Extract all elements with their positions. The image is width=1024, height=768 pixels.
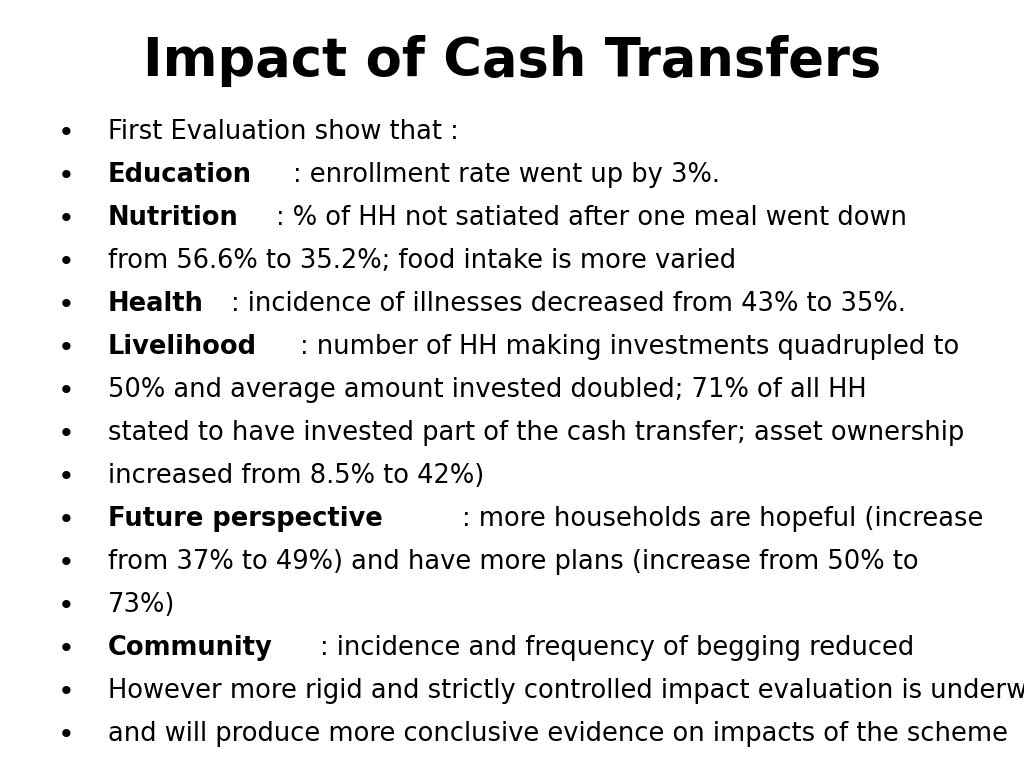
Text: from 56.6% to 35.2%; food intake is more varied: from 56.6% to 35.2%; food intake is more… xyxy=(108,248,735,274)
Text: •: • xyxy=(58,205,75,233)
Text: •: • xyxy=(58,420,75,448)
Text: •: • xyxy=(58,721,75,749)
Text: : incidence and frequency of begging reduced: : incidence and frequency of begging red… xyxy=(321,635,914,661)
Text: •: • xyxy=(58,291,75,319)
Text: Nutrition: Nutrition xyxy=(108,205,239,231)
Text: : number of HH making investments quadrupled to: : number of HH making investments quadru… xyxy=(300,334,959,360)
Text: Community: Community xyxy=(108,635,272,661)
Text: •: • xyxy=(58,506,75,534)
Text: increased from 8.5% to 42%): increased from 8.5% to 42%) xyxy=(108,463,483,489)
Text: : % of HH not satiated after one meal went down: : % of HH not satiated after one meal we… xyxy=(276,205,907,231)
Text: •: • xyxy=(58,377,75,405)
Text: 73%): 73%) xyxy=(108,592,175,618)
Text: : more households are hopeful (increase: : more households are hopeful (increase xyxy=(462,506,983,532)
Text: stated to have invested part of the cash transfer; asset ownership: stated to have invested part of the cash… xyxy=(108,420,964,446)
Text: : incidence of illnesses decreased from 43% to 35%.: : incidence of illnesses decreased from … xyxy=(231,291,906,317)
Text: from 37% to 49%) and have more plans (increase from 50% to: from 37% to 49%) and have more plans (in… xyxy=(108,549,919,575)
Text: and will produce more conclusive evidence on impacts of the scheme: and will produce more conclusive evidenc… xyxy=(108,721,1008,747)
Text: •: • xyxy=(58,162,75,190)
Text: •: • xyxy=(58,334,75,362)
Text: •: • xyxy=(58,635,75,663)
Text: Education: Education xyxy=(108,162,252,188)
Text: •: • xyxy=(58,119,75,147)
Text: Health: Health xyxy=(108,291,204,317)
Text: Livelihood: Livelihood xyxy=(108,334,257,360)
Text: First Evaluation show that :: First Evaluation show that : xyxy=(108,119,459,145)
Text: Future perspective: Future perspective xyxy=(108,506,382,532)
Text: •: • xyxy=(58,248,75,276)
Text: However more rigid and strictly controlled impact evaluation is underway: However more rigid and strictly controll… xyxy=(108,678,1024,704)
Text: : enrollment rate went up by 3%.: : enrollment rate went up by 3%. xyxy=(293,162,720,188)
Text: 50% and average amount invested doubled; 71% of all HH: 50% and average amount invested doubled;… xyxy=(108,377,866,403)
Text: •: • xyxy=(58,678,75,706)
Text: •: • xyxy=(58,549,75,577)
Text: •: • xyxy=(58,463,75,491)
Text: Impact of Cash Transfers: Impact of Cash Transfers xyxy=(143,35,881,87)
Text: •: • xyxy=(58,592,75,620)
